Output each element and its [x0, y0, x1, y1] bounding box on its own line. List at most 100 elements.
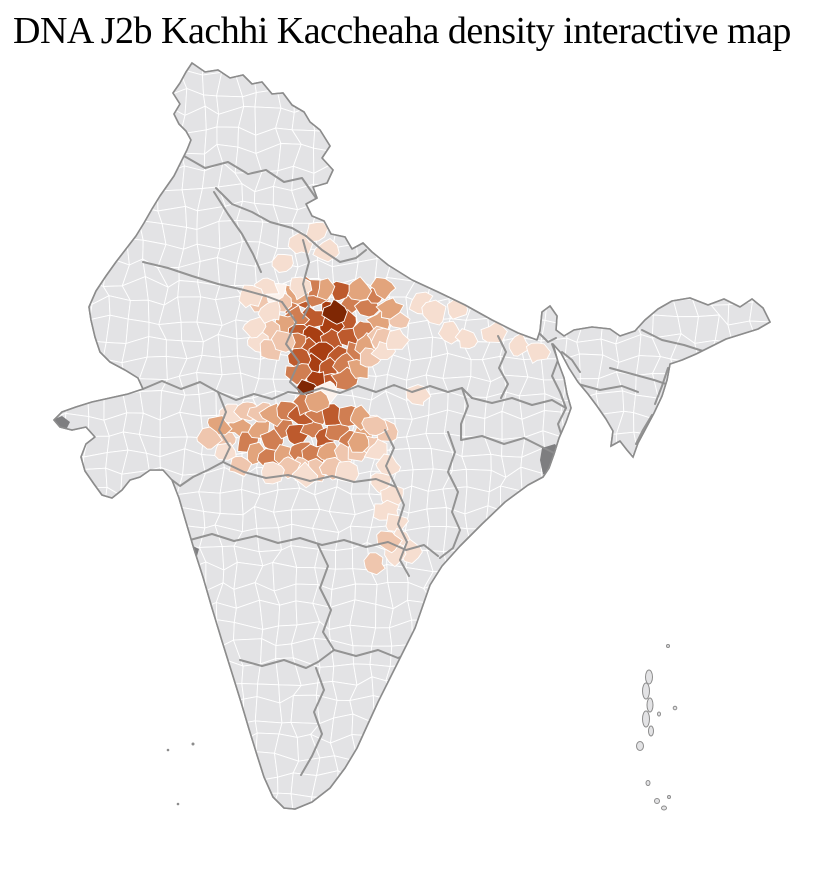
district-cell[interactable]	[537, 753, 560, 779]
district-cell[interactable]	[100, 93, 129, 112]
district-cell[interactable]	[502, 808, 530, 830]
district-cell[interactable]	[25, 583, 48, 609]
district-cell[interactable]	[443, 660, 470, 687]
district-cell[interactable]	[46, 639, 72, 664]
district-cell[interactable]	[595, 584, 616, 606]
district-cell[interactable]	[669, 618, 701, 645]
district-cell[interactable]	[541, 775, 562, 795]
district-cell[interactable]	[750, 545, 773, 568]
district-cell[interactable]	[482, 866, 509, 874]
district-cell[interactable]	[651, 525, 674, 551]
district-cell[interactable]	[563, 698, 585, 719]
district-cell[interactable]	[50, 506, 70, 534]
district-cell[interactable]	[196, 789, 223, 817]
district-cell[interactable]	[406, 180, 430, 210]
district-cell[interactable]	[471, 623, 485, 642]
district-cell[interactable]	[66, 164, 89, 189]
district-cell[interactable]	[507, 828, 528, 852]
district-cell[interactable]	[537, 244, 565, 268]
district-cell[interactable]	[651, 770, 682, 799]
district-cell[interactable]	[337, 838, 355, 853]
district-cell[interactable]	[480, 241, 506, 269]
district-cell[interactable]	[727, 167, 757, 188]
district-cell[interactable]	[584, 49, 605, 79]
district-cell[interactable]	[562, 581, 585, 606]
district-cell[interactable]	[405, 93, 434, 108]
district-cell[interactable]	[524, 200, 545, 229]
district-cell[interactable]	[560, 229, 586, 246]
district-cell[interactable]	[215, 828, 238, 856]
district-cell[interactable]	[617, 468, 641, 493]
district-cell[interactable]	[537, 58, 566, 78]
district-cell[interactable]	[52, 183, 68, 211]
district-cell[interactable]	[198, 390, 217, 417]
district-cell[interactable]	[140, 832, 168, 854]
district-cell[interactable]	[443, 603, 473, 625]
district-cell[interactable]	[810, 830, 824, 853]
district-cell[interactable]	[329, 869, 356, 874]
district-cell[interactable]	[84, 486, 108, 509]
district-cell[interactable]	[542, 659, 561, 686]
district-cell[interactable]	[123, 144, 143, 174]
district-cell[interactable]	[694, 200, 712, 229]
island-andaman[interactable]	[661, 805, 667, 811]
district-cell[interactable]	[329, 853, 355, 874]
district-cell[interactable]	[119, 789, 142, 819]
district-cell[interactable]	[101, 222, 128, 247]
district-cell[interactable]	[83, 618, 110, 643]
district-cell[interactable]	[558, 793, 582, 820]
district-cell[interactable]	[599, 204, 618, 228]
district-cell[interactable]	[790, 811, 813, 838]
district-cell[interactable]	[519, 850, 547, 868]
district-cell[interactable]	[806, 677, 824, 699]
district-cell[interactable]	[503, 88, 530, 117]
district-cell[interactable]	[808, 411, 824, 430]
district-cell[interactable]	[29, 372, 53, 398]
district-cell[interactable]	[806, 262, 824, 279]
district-cell[interactable]	[233, 262, 258, 287]
district-cell[interactable]	[651, 542, 674, 573]
district-cell[interactable]	[385, 208, 408, 226]
district-cell[interactable]	[160, 623, 185, 648]
district-cell[interactable]	[48, 315, 67, 338]
district-cell[interactable]	[44, 828, 71, 857]
district-cell[interactable]	[773, 850, 792, 870]
district-cell[interactable]	[807, 373, 824, 398]
district-cell[interactable]	[48, 532, 70, 553]
district-cell[interactable]	[139, 716, 169, 744]
district-cell[interactable]	[594, 167, 619, 189]
district[interactable]	[257, 299, 281, 324]
district-cell[interactable]	[507, 71, 529, 97]
district-cell[interactable]	[788, 188, 814, 205]
district-cell[interactable]	[696, 371, 715, 402]
district-cell[interactable]	[63, 319, 91, 342]
island-group[interactable]	[166, 644, 678, 811]
district-cell[interactable]	[481, 625, 509, 646]
district-cell[interactable]	[105, 208, 126, 227]
district-cell[interactable]	[351, 734, 375, 763]
district-cell[interactable]	[709, 771, 732, 800]
district-cell[interactable]	[445, 755, 469, 782]
district-cell[interactable]	[176, 646, 203, 662]
district-cell[interactable]	[87, 352, 104, 380]
district-cell[interactable]	[804, 530, 824, 548]
district-cell[interactable]	[443, 67, 463, 96]
district-cell[interactable]	[673, 679, 693, 704]
district-cell[interactable]	[635, 68, 656, 97]
district-cell[interactable]	[750, 565, 774, 589]
island-andaman[interactable]	[642, 682, 650, 700]
district-cell[interactable]	[443, 580, 469, 606]
district-cell[interactable]	[655, 238, 682, 267]
district-cell[interactable]	[804, 108, 824, 128]
district-cell[interactable]	[677, 69, 699, 89]
district-cell[interactable]	[748, 794, 771, 815]
district-cell[interactable]	[544, 830, 565, 858]
district-cell[interactable]	[426, 833, 451, 852]
district-cell[interactable]	[445, 619, 473, 642]
district-cell[interactable]	[750, 867, 774, 874]
district-cell[interactable]	[519, 278, 548, 306]
district-cell[interactable]	[445, 51, 468, 79]
district-cell[interactable]	[732, 353, 756, 376]
island-andaman[interactable]	[657, 711, 661, 717]
district-cell[interactable]	[329, 110, 354, 133]
